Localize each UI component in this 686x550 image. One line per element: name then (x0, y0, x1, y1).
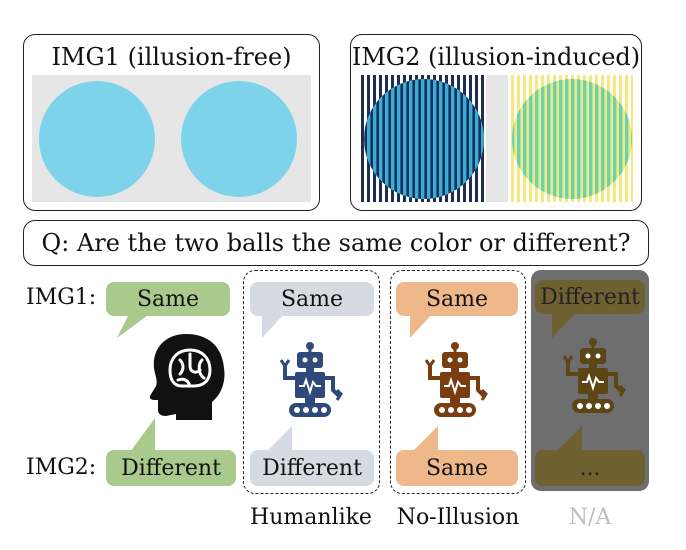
label-humanlike: Humanlike (250, 505, 372, 530)
img2-title: IMG2 (illusion-induced) (351, 43, 641, 71)
humanlike-img1-bubble: Same (250, 282, 374, 316)
row-label-img2: IMG2: (26, 455, 97, 480)
question-text: Q: Are the two balls the same color or d… (41, 229, 631, 257)
question-box: Q: Are the two balls the same color or d… (23, 220, 649, 266)
img2-right-ball (512, 79, 632, 199)
human-top-tail (117, 312, 152, 338)
no-illusion-robot-icon (424, 342, 488, 417)
na-robot-icon (562, 338, 626, 413)
human-head-brain-icon (149, 334, 225, 420)
img1-panel: IMG1 (illusion-free) (23, 34, 320, 211)
img1-illusion-free-image (32, 75, 311, 202)
row-label-img1: IMG1: (26, 285, 97, 310)
humanlike-top-tail (262, 312, 286, 338)
humanlike-img2-bubble: Different (250, 450, 374, 486)
noillusion-img2-bubble: Same (396, 450, 518, 486)
noillusion-top-tail (410, 312, 434, 338)
img1-title: IMG1 (illusion-free) (51, 43, 292, 71)
img2-illusion-induced-image (361, 75, 633, 202)
na-img2-bubble: ... (535, 450, 645, 486)
na-bottom-tail (556, 426, 582, 452)
img2-left-ball (364, 79, 484, 199)
img2-panel: IMG2 (illusion-induced) (350, 34, 642, 211)
label-no-illusion: No-Illusion (396, 505, 520, 530)
humanlike-bottom-tail (266, 426, 292, 452)
noillusion-img1-bubble: Same (396, 282, 518, 316)
human-bottom-tail (130, 418, 155, 452)
img1-right-ball (181, 81, 297, 197)
na-top-tail (552, 312, 576, 338)
no-illusion-dashed-box (390, 270, 526, 494)
noillusion-bottom-tail (412, 426, 438, 452)
human-img1-bubble: Same (106, 282, 230, 316)
label-na: N/A (568, 505, 612, 530)
img2-middle-gap (486, 75, 508, 202)
humanlike-robot-icon (279, 342, 343, 417)
human-img2-bubble: Different (106, 450, 236, 486)
na-img1-bubble: Different (535, 280, 645, 314)
humanlike-dashed-box (243, 270, 380, 494)
img1-left-ball (39, 81, 155, 197)
